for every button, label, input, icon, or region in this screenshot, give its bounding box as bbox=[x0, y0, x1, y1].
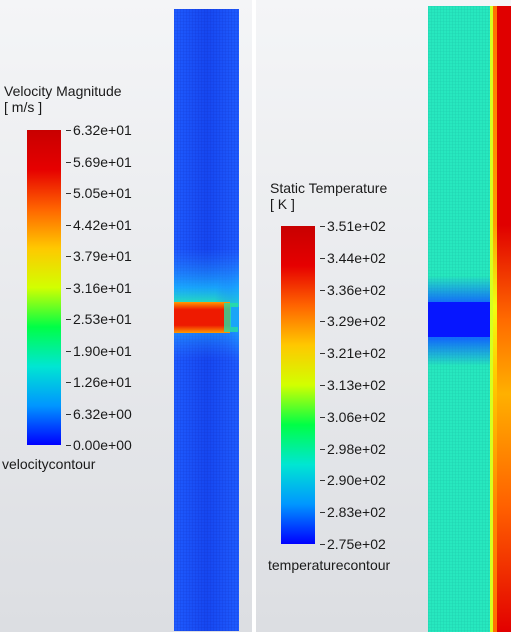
velocity-tick-label: 6.32e+01 bbox=[66, 122, 132, 138]
panel-divider bbox=[252, 0, 256, 632]
velocity-tick-label: 2.53e+01 bbox=[66, 311, 132, 327]
velocity-tick-label: 3.79e+01 bbox=[66, 248, 132, 264]
temperature-colorbar bbox=[281, 226, 315, 544]
temperature-tick-label: 2.83e+02 bbox=[320, 504, 386, 521]
velocity-tick-label: 4.42e+01 bbox=[66, 216, 132, 233]
temperature-tick-label: 3.13e+02 bbox=[320, 377, 386, 393]
velocity-colorbar bbox=[27, 130, 61, 445]
velocity-contour-name: velocitycontour bbox=[2, 456, 96, 472]
velocity-tick-label: 6.32e+00 bbox=[66, 405, 132, 422]
velocity-legend-title: Velocity Magnitude bbox=[4, 83, 122, 99]
temperature-tick-label: 3.29e+02 bbox=[320, 313, 386, 330]
temperature-tick-label: 3.21e+02 bbox=[320, 345, 386, 362]
velocity-tick-label: 1.26e+01 bbox=[66, 374, 132, 390]
temperature-contour-panel: Static Temperature [ K ] 3.51e+02 3.44e+… bbox=[256, 0, 511, 632]
temperature-tick-label: 3.44e+02 bbox=[320, 249, 386, 266]
temperature-tick-label: 2.90e+02 bbox=[320, 472, 386, 489]
velocity-legend-unit: [ m/s ] bbox=[4, 99, 43, 115]
velocity-tick-label: 5.69e+01 bbox=[66, 153, 132, 170]
velocity-tick-label: 1.90e+01 bbox=[66, 342, 132, 359]
temperature-tick-label: 2.98e+02 bbox=[320, 440, 386, 457]
velocity-tick-label: 0.00e+00 bbox=[66, 437, 132, 453]
temperature-tick-label: 3.51e+02 bbox=[320, 218, 386, 234]
temperature-tick-label: 3.06e+02 bbox=[320, 408, 386, 425]
velocity-contour-panel: Velocity Magnitude [ m/s ] 6.32e+01 5.69… bbox=[0, 0, 252, 632]
temperature-contour-field bbox=[428, 6, 511, 632]
temperature-contour-name: temperaturecontour bbox=[268, 557, 391, 573]
temperature-tick-label: 3.36e+02 bbox=[320, 281, 386, 298]
velocity-contour-field bbox=[174, 9, 239, 631]
temperature-legend-unit: [ K ] bbox=[270, 196, 295, 212]
velocity-tick-label: 5.05e+01 bbox=[66, 185, 132, 201]
temperature-tick-label: 2.75e+02 bbox=[320, 536, 386, 552]
velocity-tick-label: 3.16e+01 bbox=[66, 279, 132, 296]
temperature-legend-title: Static Temperature bbox=[270, 180, 388, 196]
